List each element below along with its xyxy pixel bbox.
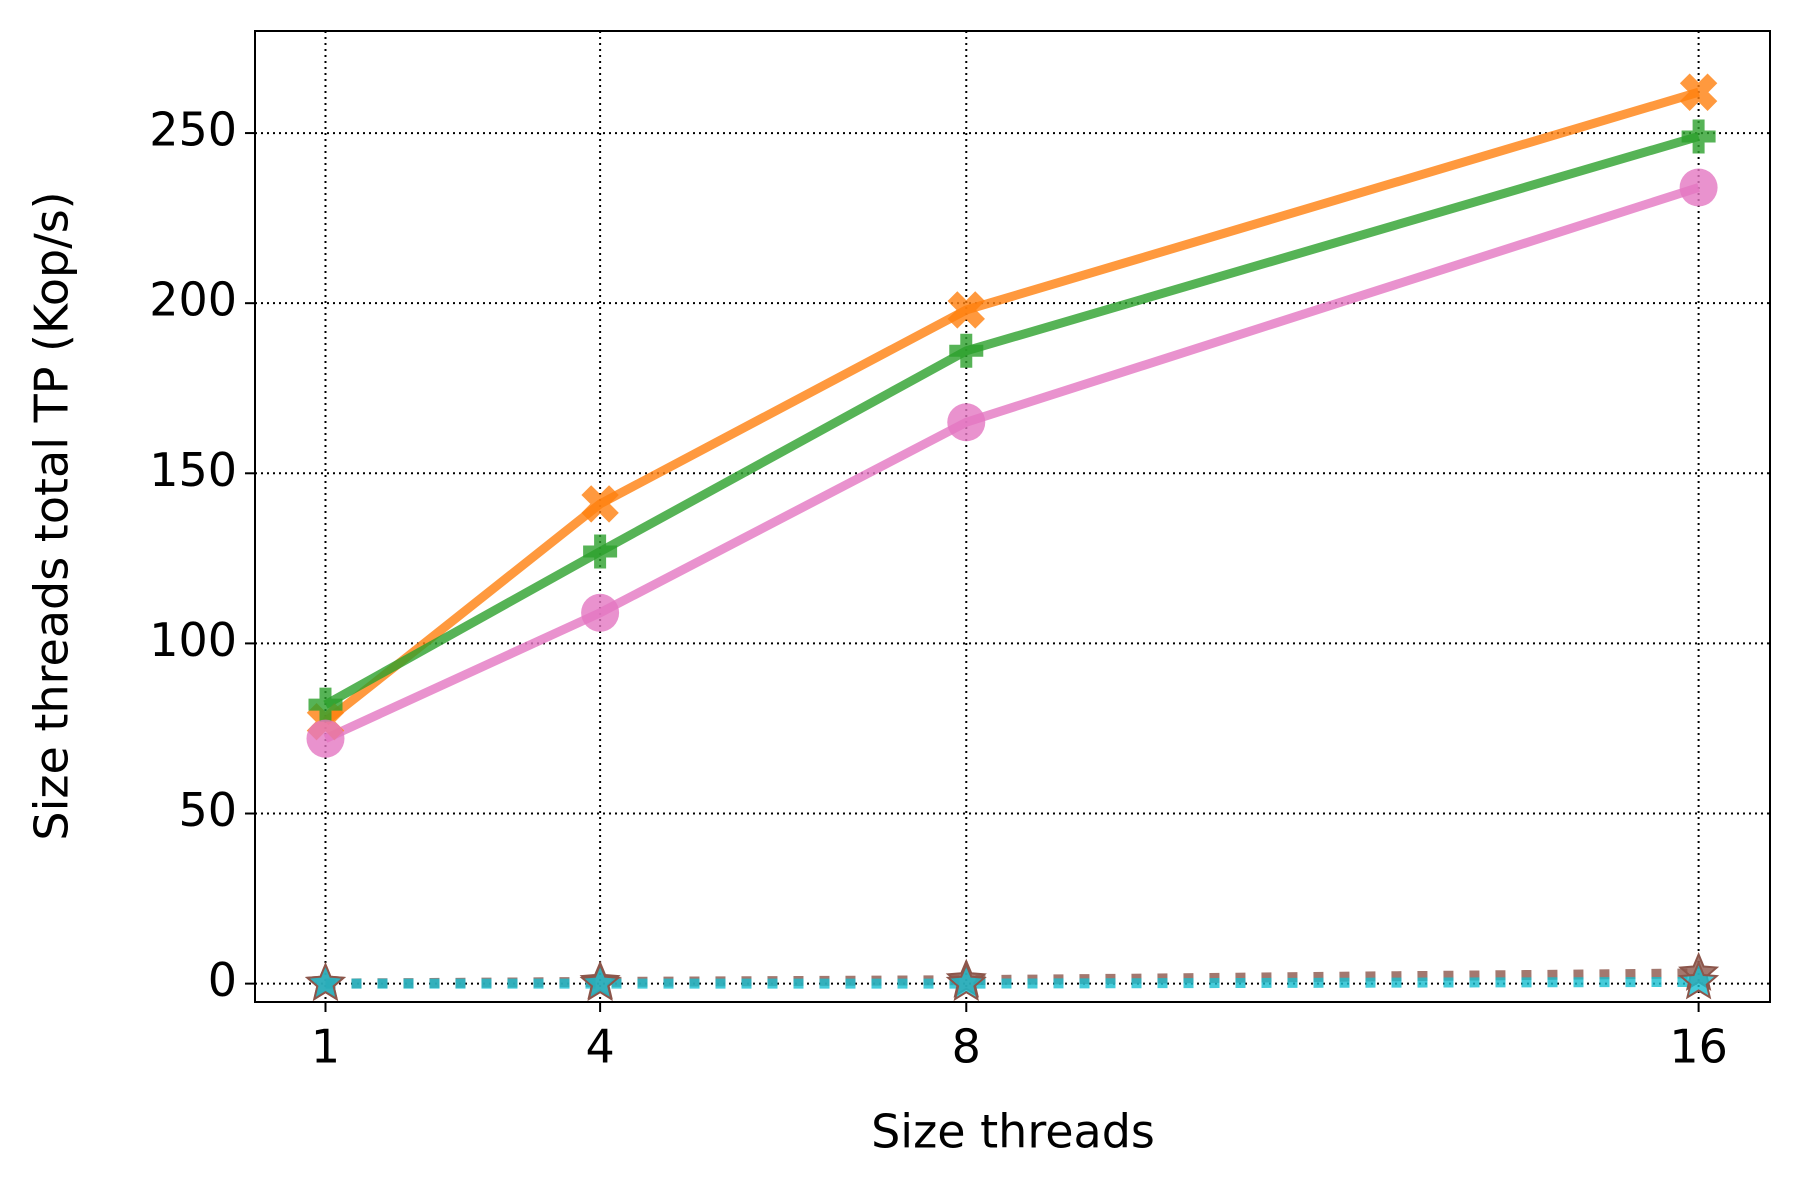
y-tick-label: 0: [208, 953, 237, 1007]
point: [583, 534, 618, 569]
point: [308, 687, 343, 722]
point: [945, 962, 987, 1002]
x-tick-label: 4: [585, 1020, 614, 1074]
point: [949, 333, 984, 368]
y-axis-label: Size threads total TP (Kop/s): [25, 191, 79, 840]
point: [306, 719, 345, 758]
point: [581, 593, 620, 632]
series-line: [323, 132, 1700, 709]
series-line: [325, 976, 1699, 989]
point: [304, 962, 347, 1002]
y-tick-label: 250: [149, 103, 237, 157]
point: [1681, 119, 1716, 154]
plot-frame: [254, 30, 1771, 1003]
x-tick-label: 1: [311, 1020, 340, 1074]
y-tick-label: 50: [178, 783, 237, 837]
series-line: [323, 183, 1700, 743]
x-tick-label: 8: [952, 1020, 981, 1074]
x-tick-label: 16: [1669, 1020, 1728, 1074]
series-line: [325, 968, 1699, 989]
y-tick-label: 200: [149, 273, 237, 327]
x-axis-label: Size threads: [871, 1105, 1155, 1159]
point: [1679, 168, 1718, 207]
point: [1678, 960, 1720, 1000]
point: [1679, 73, 1718, 111]
series-line: [322, 87, 1700, 726]
point: [581, 485, 619, 523]
point: [579, 962, 621, 1002]
y-tick-label: 150: [149, 443, 237, 497]
point: [947, 291, 985, 329]
y-tick-label: 100: [149, 613, 237, 667]
point: [947, 403, 986, 442]
